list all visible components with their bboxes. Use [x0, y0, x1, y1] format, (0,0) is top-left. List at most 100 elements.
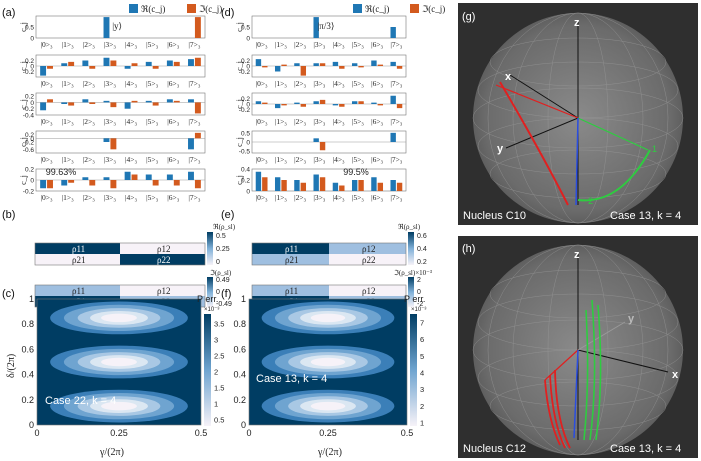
- bar-chart-frame: [35, 15, 206, 39]
- category-label: |0>₃: [41, 117, 53, 126]
- cbar-e-imag-tick: 2: [417, 277, 421, 284]
- bar-imag-6: [173, 100, 180, 103]
- heatmap-f-colorbar: [410, 314, 417, 426]
- legend-imag-label-d: ℑ(c_j): [422, 4, 445, 14]
- y-axis-label: c_j: [19, 99, 28, 109]
- colorbar-tick-label: 6: [420, 335, 424, 344]
- y-tick-label: 0.2: [241, 96, 250, 103]
- sphere-g-case: Case 13, k = 4: [610, 210, 681, 222]
- bar-real-6: [371, 60, 377, 66]
- category-label: |4>₃: [125, 155, 137, 164]
- bar-chart-title: |y⟩: [112, 21, 122, 31]
- category-label: |2>₃: [294, 117, 306, 126]
- cell-b-real-label-21: ρ21: [72, 255, 86, 265]
- category-label: |6>₃: [371, 40, 383, 49]
- y-tick-label: -0.5: [239, 149, 251, 156]
- bar-imag-4: [131, 63, 138, 66]
- y-tick-label: 0: [30, 64, 34, 71]
- cell-e-real-22: [329, 254, 406, 265]
- cell-e-real-label-21: ρ21: [285, 255, 299, 265]
- y-tick-label: 0.4: [241, 167, 250, 174]
- bar-real-1: [61, 63, 68, 66]
- bar-imag-7: [194, 132, 201, 139]
- colorbar-tick-label: 1: [214, 400, 218, 409]
- bar-real-4: [332, 182, 339, 191]
- category-label: |7>₃: [390, 155, 402, 164]
- category-label: |6>₃: [371, 79, 383, 88]
- bar-real-2: [82, 60, 89, 66]
- y-axis-label: c_j: [19, 137, 28, 147]
- y-tick-label: 0: [246, 36, 250, 43]
- sphere-g-x-axis: [509, 74, 579, 119]
- bar-real-2: [82, 177, 89, 180]
- bar-chart-a-1: |0>₃ |1>₃ |2>₃ |3>₃ |4>₃ |5>₃ |6>₃ |7>₃ 0 0.5c_j |…: [19, 15, 206, 49]
- error-minimum-0-layer-4: [101, 401, 137, 411]
- bar-real-0: [255, 59, 262, 66]
- panel-label-d: (d): [221, 7, 234, 19]
- bar-imag-4: [339, 66, 345, 69]
- bar-imag-3: [319, 99, 326, 104]
- bar-real-5: [145, 100, 152, 103]
- y-tick-label: 0.6: [21, 344, 34, 354]
- category-label: |2>₃: [294, 40, 306, 49]
- bar-imag-6: [377, 64, 384, 66]
- panel-label-h: (h): [462, 243, 475, 255]
- y-tick-label: 0: [29, 420, 34, 430]
- category-label: |1>₃: [275, 155, 287, 164]
- bar-real-1: [274, 66, 281, 72]
- sphere-g-label-x: x: [505, 71, 512, 83]
- cell-e-real-21: [252, 254, 329, 265]
- bar-real-3: [313, 138, 319, 142]
- category-label: |2>₃: [83, 79, 95, 88]
- heatmap-c-cbar-exp: ×10⁻³: [204, 307, 219, 313]
- bar-imag-0: [262, 177, 268, 191]
- category-label: |1>₃: [62, 193, 74, 202]
- category-label: |5>₃: [146, 117, 158, 126]
- bar-real-1: [274, 177, 281, 191]
- heatmap-f-cbar-label: P err.: [404, 294, 425, 304]
- bar-real-5: [145, 61, 152, 66]
- cell-e-imag-12: [329, 285, 406, 296]
- y-axis-label: c_j: [19, 22, 28, 32]
- legend: ℜ(c_j) ℑ(c_j) ℜ(c_j) ℑ(c_j): [129, 4, 445, 14]
- bar-imag-3: [110, 60, 117, 66]
- bar-imag-3: [319, 142, 326, 151]
- sphere-g-marker-2: 2: [588, 196, 593, 206]
- bar-chart-d-2: |0>₃ |1>₃ |2>₃ |3>₃ |4>₃ |5>₃ |6>₃ |7>₃ 0.20-0.2…: [235, 54, 407, 88]
- error-heatmap-c: Case 22, k = 4 0 0.25 0.5 0 0.2 0.4 0.6 0.8 1 γ/…: [6, 294, 224, 458]
- bloch-sphere-g: z x y 1 2 Nucleus C10 Case 13, k = 4 (g): [458, 3, 698, 225]
- bar-imag-4: [131, 174, 138, 180]
- bar-imag-1: [281, 104, 287, 106]
- y-tick-label: 0.2: [25, 58, 34, 65]
- cbar-e-real-title: ℜ(ρ_sl): [398, 223, 421, 231]
- cell-e-real-12: [329, 243, 406, 254]
- category-label: |4>₃: [333, 40, 345, 49]
- bar-real-7: [390, 27, 396, 38]
- bar-imag-6: [377, 182, 384, 191]
- bar-chart-frame: [35, 130, 206, 154]
- cbar-b-imag-title: ℑ(ρ_sl): [210, 269, 232, 277]
- bar-real-3: [313, 17, 319, 38]
- bar-chart-title: |π/3⟩: [317, 21, 334, 31]
- x-tick-label: 0: [34, 428, 39, 438]
- y-tick-label: 0.5: [25, 25, 34, 32]
- bar-imag-2: [300, 66, 307, 76]
- panel-label-g: (g): [462, 11, 475, 23]
- cbar-e-real-tick: 0.4: [417, 246, 427, 253]
- category-label: |3>₃: [313, 193, 325, 202]
- bar-imag-7: [194, 17, 201, 38]
- cell-e-imag-11: [252, 285, 329, 296]
- category-label: |7>₃: [188, 193, 200, 202]
- colorbar-tick-label: 4: [420, 369, 424, 378]
- cbar-b-imag-tick: -0.49: [216, 301, 232, 308]
- y-tick-label: 0.2: [233, 395, 246, 405]
- category-label: |5>₃: [352, 40, 364, 49]
- y-axis-label: c_j: [235, 175, 244, 185]
- x-tick-label: 0.25: [319, 428, 337, 438]
- category-label: |3>₃: [104, 40, 116, 49]
- cell-e-real-label-12: ρ12: [362, 244, 376, 254]
- bar-real-1: [274, 104, 281, 109]
- heatmap-f-annotation: Case 13, k = 4: [256, 373, 327, 385]
- category-label: |2>₃: [83, 155, 95, 164]
